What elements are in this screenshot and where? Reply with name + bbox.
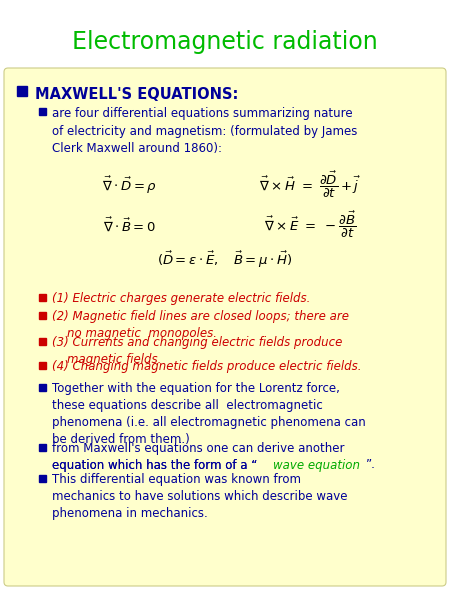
Text: This differential equation was known from
mechanics to have solutions which desc: This differential equation was known fro…	[52, 473, 347, 520]
Text: are four differential equations summarizing nature
of electricity and magnetism:: are four differential equations summariz…	[52, 107, 357, 155]
Bar	[39, 362, 45, 369]
Text: (1) Electric charges generate electric fields.: (1) Electric charges generate electric f…	[52, 292, 310, 305]
Text: Electromagnetic radiation: Electromagnetic radiation	[72, 30, 378, 54]
Text: ”.: ”.	[366, 458, 376, 472]
Bar	[39, 444, 45, 451]
Text: (3) Currents and changing electric fields produce
    magnetic fields.: (3) Currents and changing electric field…	[52, 336, 342, 366]
Text: Together with the equation for the Lorentz force,
these equations describe all  : Together with the equation for the Loren…	[52, 382, 366, 446]
Text: $\vec{\nabla} \times \vec{E} \ = \ -\dfrac{\partial \vec{B}}{\partial t}$: $\vec{\nabla} \times \vec{E} \ = \ -\dfr…	[264, 210, 356, 240]
Text: $\vec{\nabla} \times \vec{H} \ = \ \dfrac{\partial \vec{D}}{\partial t} + \vec{j: $\vec{\nabla} \times \vec{H} \ = \ \dfra…	[259, 170, 361, 200]
Bar	[39, 338, 45, 345]
Bar	[39, 384, 45, 391]
Text: $(\vec{D} = \epsilon \cdot \vec{E}, \quad \vec{B} = \mu \cdot \vec{H})$: $(\vec{D} = \epsilon \cdot \vec{E}, \qua…	[158, 250, 292, 270]
Text: $\vec{\nabla} \cdot \vec{D} = \rho$: $\vec{\nabla} \cdot \vec{D} = \rho$	[103, 175, 158, 196]
FancyBboxPatch shape	[4, 68, 446, 586]
Text: wave equation: wave equation	[273, 458, 360, 472]
Bar	[39, 475, 45, 482]
Bar	[17, 86, 27, 96]
Bar	[39, 107, 45, 115]
Text: MAXWELL'S EQUATIONS:: MAXWELL'S EQUATIONS:	[35, 87, 238, 102]
Text: equation which has the form of a “: equation which has the form of a “	[52, 458, 257, 472]
Bar	[39, 312, 45, 319]
Bar	[39, 294, 45, 301]
Text: (2) Magnetic field lines are closed loops; there are
    no magnetic  monopoles.: (2) Magnetic field lines are closed loop…	[52, 310, 349, 340]
Text: from Maxwell's equations one can derive another
equation which has the form of a: from Maxwell's equations one can derive …	[52, 442, 345, 472]
Text: (4) Changing magnetic fields produce electric fields.: (4) Changing magnetic fields produce ele…	[52, 360, 361, 373]
Text: $\vec{\nabla} \cdot \vec{B} = 0$: $\vec{\nabla} \cdot \vec{B} = 0$	[104, 216, 157, 234]
